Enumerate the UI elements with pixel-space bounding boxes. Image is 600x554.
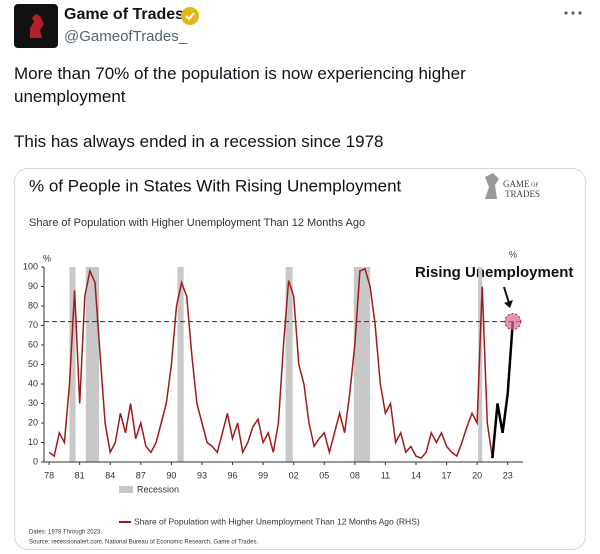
avatar[interactable] <box>14 4 58 48</box>
y-unit: % <box>43 253 51 263</box>
annotation-arrow <box>504 300 513 308</box>
x-tick-label: 17 <box>442 470 452 480</box>
chart-card[interactable]: % of People in States With Rising Unempl… <box>14 168 586 550</box>
legend-label: Recession <box>137 484 179 494</box>
legend-label: Share of Population with Higher Unemploy… <box>134 516 420 526</box>
tweet-text: This has always ended in a recession sin… <box>14 132 384 151</box>
author-handle[interactable]: @GameofTrades_ <box>64 28 188 45</box>
chart: % of People in States With Rising Unempl… <box>23 173 573 546</box>
y-tick-label: 20 <box>28 417 38 427</box>
recession-band <box>285 267 293 462</box>
y-tick-label: 10 <box>28 437 38 447</box>
x-tick-label: 05 <box>319 470 329 480</box>
legend-swatch <box>119 486 133 493</box>
chart-subtitle: Share of Population with Higher Unemploy… <box>29 217 365 229</box>
y-tick-label: 90 <box>28 281 38 291</box>
footnote: Source: recessionalert.com, National Bur… <box>29 540 258 546</box>
x-tick-label: 99 <box>258 470 268 480</box>
y-tick-label: 30 <box>28 398 38 408</box>
chart-title: % of People in States With Rising Unempl… <box>29 176 402 195</box>
y-tick-label: 50 <box>28 359 38 369</box>
logo-icon <box>485 173 499 199</box>
x-tick-label: 81 <box>75 470 85 480</box>
footnote: Dates: 1978 Through 2023. <box>29 530 102 536</box>
x-tick-label: 78 <box>44 470 54 480</box>
series-line <box>48 267 494 459</box>
x-tick-label: 08 <box>350 470 360 480</box>
logo-text: TRADES <box>505 189 540 199</box>
latest-marker <box>504 313 522 331</box>
series-line <box>491 321 515 459</box>
y-tick-label: 0 <box>33 456 38 466</box>
recession-band <box>177 267 184 462</box>
y2-unit: % <box>509 249 517 259</box>
x-tick-label: 14 <box>411 470 421 480</box>
logo-text: GAME <box>503 179 530 189</box>
x-tick-label: 84 <box>105 470 115 480</box>
y-tick-label: 40 <box>28 378 38 388</box>
y-tick-label: 80 <box>28 300 38 310</box>
y-tick-label: 70 <box>28 320 38 330</box>
more-menu[interactable] <box>562 8 584 18</box>
x-tick-label: 20 <box>472 470 482 480</box>
annotation: Rising Unemployment <box>415 264 573 281</box>
tweet-text: More than 70% of the population is now e… <box>14 64 466 106</box>
y-tick-label: 60 <box>28 339 38 349</box>
x-tick-label: 96 <box>228 470 238 480</box>
x-tick-label: 90 <box>166 470 176 480</box>
x-tick-label: 87 <box>136 470 146 480</box>
recession-band <box>353 267 371 462</box>
logo-text: OF <box>531 182 539 188</box>
x-tick-label: 23 <box>503 470 513 480</box>
recession-band <box>478 267 483 462</box>
x-tick-label: 93 <box>197 470 207 480</box>
x-tick-label: 02 <box>289 470 299 480</box>
recession-band <box>69 267 76 462</box>
y-tick-label: 100 <box>23 261 38 271</box>
author-name[interactable]: Game of Trades <box>64 6 185 23</box>
annotation-arrow <box>503 286 510 304</box>
x-tick-label: 11 <box>381 470 390 480</box>
recession-band <box>85 267 100 462</box>
verified-badge <box>181 7 199 25</box>
